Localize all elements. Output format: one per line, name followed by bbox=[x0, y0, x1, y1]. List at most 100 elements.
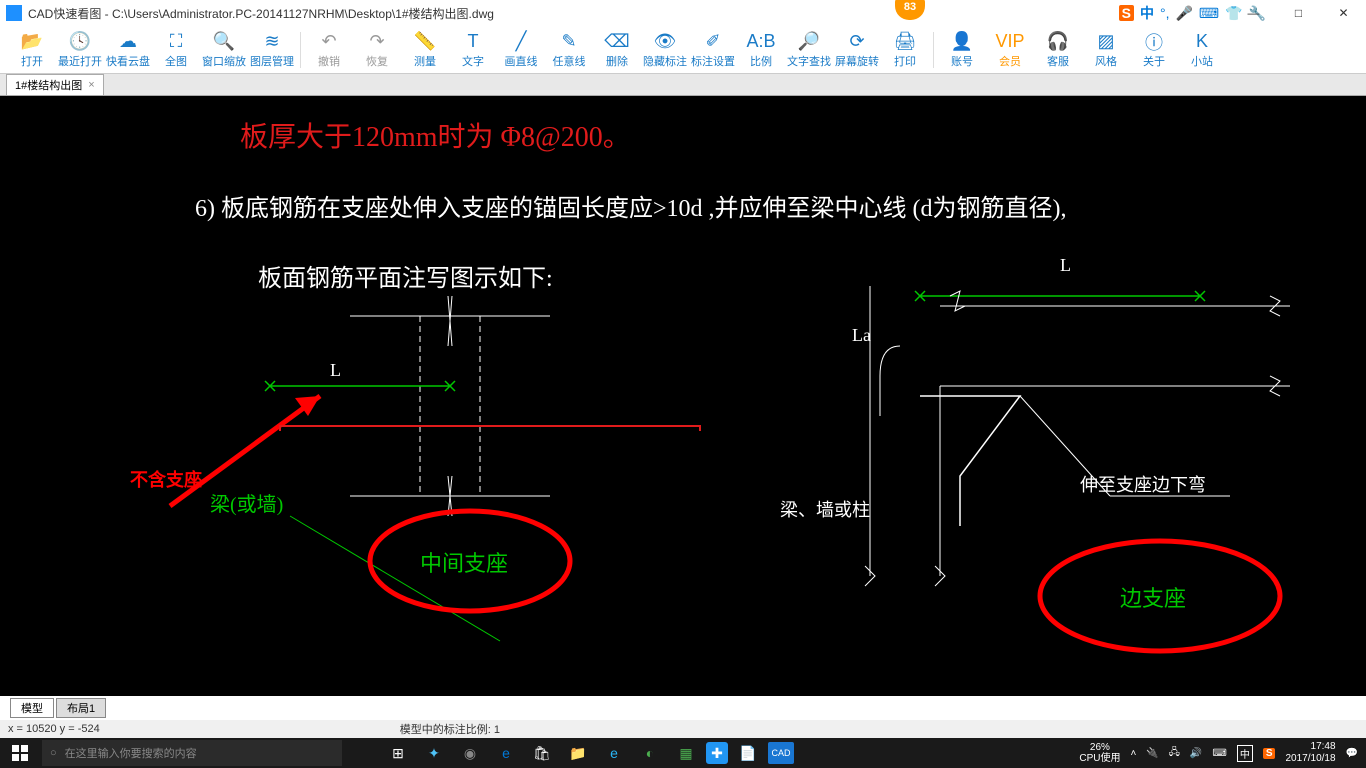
tool-隐藏标注[interactable]: 👁隐藏标注 bbox=[641, 27, 689, 73]
tool-icon: 🔍 bbox=[213, 31, 235, 53]
label-L-left: L bbox=[330, 360, 341, 380]
system-tray: 26% CPU使用 ˄ 🔌 🖧 🔊 ⌨ 中 S 17:48 2017/10/18… bbox=[1079, 741, 1366, 765]
tool-最近打开[interactable]: 🕓最近打开 bbox=[56, 27, 104, 73]
search-icon: ○ bbox=[50, 747, 57, 759]
tool-label: 风格 bbox=[1095, 53, 1117, 69]
mic-icon[interactable]: 🎤 bbox=[1175, 5, 1192, 22]
sogou-tray-icon[interactable]: S bbox=[1263, 748, 1276, 759]
cpu-usage[interactable]: 26% CPU使用 bbox=[1079, 742, 1120, 764]
rule-text-2: 板面钢筋平面注写图示如下: bbox=[258, 265, 553, 292]
tool-关于[interactable]: ⓘ关于 bbox=[1130, 27, 1178, 73]
volume-icon[interactable]: 🔊 bbox=[1190, 748, 1202, 759]
red-note-text: 板厚大于120mm时为 Φ8@200。 bbox=[240, 121, 631, 153]
tool-标注设置[interactable]: ✐标注设置 bbox=[689, 27, 737, 73]
tool-label: 小站 bbox=[1191, 53, 1213, 69]
notification-badge[interactable]: 83 bbox=[895, 0, 925, 20]
layout-tab[interactable]: 布局1 bbox=[56, 698, 106, 718]
tool-label: 隐藏标注 bbox=[643, 53, 687, 69]
tool-风格[interactable]: ▨风格 bbox=[1082, 27, 1130, 73]
tool-label: 关于 bbox=[1143, 53, 1165, 69]
tool-会员[interactable]: VIP会员 bbox=[986, 27, 1034, 73]
tool-打印[interactable]: 🖨打印 bbox=[881, 27, 929, 73]
tool-画直线[interactable]: ╱画直线 bbox=[497, 27, 545, 73]
tool-label: 客服 bbox=[1047, 53, 1069, 69]
minimize-button[interactable]: — bbox=[1231, 0, 1276, 26]
ime-tray-icon[interactable]: 中 bbox=[1237, 745, 1253, 762]
tool-客服[interactable]: 🎧客服 bbox=[1034, 27, 1082, 73]
bend-label: 伸至支座边下弯 bbox=[1080, 475, 1206, 495]
tool-文字查找[interactable]: 🔎文字查找 bbox=[785, 27, 833, 73]
punct-icon[interactable]: °, bbox=[1160, 5, 1170, 21]
close-button[interactable]: ✕ bbox=[1321, 0, 1366, 26]
app-icon-5[interactable]: ✚ bbox=[706, 742, 728, 764]
start-button[interactable] bbox=[0, 738, 40, 768]
tool-比例[interactable]: A:B比例 bbox=[737, 27, 785, 73]
tool-icon: 🖨 bbox=[894, 31, 917, 53]
taskview-icon[interactable]: ⊞ bbox=[382, 739, 414, 767]
sogou-icon[interactable]: S bbox=[1119, 5, 1134, 21]
tool-全图[interactable]: ⛶全图 bbox=[152, 27, 200, 73]
tool-文字[interactable]: T文字 bbox=[449, 27, 497, 73]
tool-icon: ⌫ bbox=[604, 31, 629, 53]
clock[interactable]: 17:48 2017/10/18 bbox=[1285, 741, 1335, 765]
tool-icon: VIP bbox=[995, 31, 1024, 53]
edge-icon[interactable]: e bbox=[490, 739, 522, 767]
tool-label: 最近打开 bbox=[58, 53, 102, 69]
keyboard-icon[interactable]: ⌨ bbox=[1199, 5, 1219, 22]
window-controls: — □ ✕ bbox=[1231, 0, 1366, 26]
maximize-button[interactable]: □ bbox=[1276, 0, 1321, 26]
notifications-icon[interactable]: 💬 bbox=[1346, 748, 1358, 759]
tool-label: 删除 bbox=[606, 53, 628, 69]
tool-测量[interactable]: 📏测量 bbox=[401, 27, 449, 73]
coord-display: x = 10520 y = -524 bbox=[8, 723, 100, 735]
tab-close-icon[interactable]: × bbox=[88, 79, 94, 91]
power-icon[interactable]: 🔌 bbox=[1146, 748, 1158, 759]
tray-chevron-icon[interactable]: ˄ bbox=[1130, 748, 1136, 759]
explorer-icon[interactable]: 📁 bbox=[562, 739, 594, 767]
tool-icon: T bbox=[468, 31, 479, 53]
tool-label: 会员 bbox=[999, 53, 1021, 69]
app-icon-3[interactable]: ◐ bbox=[634, 739, 666, 767]
tool-label: 恢复 bbox=[366, 53, 388, 69]
tool-icon: 🔎 bbox=[798, 31, 820, 53]
tool-icon: ✐ bbox=[705, 31, 720, 53]
tool-icon: 📂 bbox=[21, 31, 43, 53]
tool-label: 画直线 bbox=[505, 53, 538, 69]
tool-删除[interactable]: ⌫删除 bbox=[593, 27, 641, 73]
drawing-canvas[interactable]: 板厚大于120mm时为 Φ8@200。 6) 板底钢筋在支座处伸入支座的锚固长度… bbox=[0, 96, 1366, 696]
network-icon[interactable]: 🖧 bbox=[1169, 745, 1180, 762]
tool-label: 全图 bbox=[165, 53, 187, 69]
tool-撤销[interactable]: ↶撤销 bbox=[305, 27, 353, 73]
model-tab[interactable]: 模型 bbox=[10, 698, 54, 718]
app-icon-4[interactable]: ▦ bbox=[670, 739, 702, 767]
tool-任意线[interactable]: ✎任意线 bbox=[545, 27, 593, 73]
ime-zhong-icon[interactable]: 中 bbox=[1140, 3, 1154, 23]
app-icon-6[interactable]: 📄 bbox=[732, 739, 764, 767]
file-tab[interactable]: 1#楼结构出图 × bbox=[6, 74, 104, 95]
tool-打开[interactable]: 📂打开 bbox=[8, 27, 56, 73]
cad-svg: 板厚大于120mm时为 Φ8@200。 6) 板底钢筋在支座处伸入支座的锚固长度… bbox=[0, 96, 1366, 696]
scale-display: 模型中的标注比例: 1 bbox=[400, 721, 500, 737]
store-icon[interactable]: 🛍 bbox=[526, 739, 558, 767]
tool-icon: A:B bbox=[746, 31, 775, 53]
ie-icon[interactable]: e bbox=[598, 739, 630, 767]
tool-屏幕旋转[interactable]: ⟳屏幕旋转 bbox=[833, 27, 881, 73]
tool-icon: ✎ bbox=[561, 31, 576, 53]
rule-text-1: 6) 板底钢筋在支座处伸入支座的锚固长度应>10d ,并应伸至梁中心线 (d为钢… bbox=[195, 195, 1067, 222]
tool-账号[interactable]: 👤账号 bbox=[938, 27, 986, 73]
app-icon-1[interactable]: ✦ bbox=[418, 739, 450, 767]
cad-task-icon[interactable]: CAD bbox=[768, 742, 794, 764]
task-icons: ⊞ ✦ ◉ e 🛍 📁 e ◐ ▦ ✚ 📄 CAD bbox=[382, 739, 794, 767]
tool-恢复[interactable]: ↷恢复 bbox=[353, 27, 401, 73]
app-icon-2[interactable]: ◉ bbox=[454, 739, 486, 767]
titlebar: CAD快速看图 - C:\Users\Administrator.PC-2014… bbox=[0, 0, 1366, 26]
tool-icon: ╱ bbox=[516, 31, 527, 53]
tool-小站[interactable]: K小站 bbox=[1178, 27, 1226, 73]
taskbar-search[interactable]: ○ 在这里输入你要搜索的内容 bbox=[42, 740, 342, 766]
tool-icon: 📏 bbox=[414, 31, 436, 53]
keyboard-tray-icon[interactable]: ⌨ bbox=[1212, 748, 1226, 759]
tool-快看云盘[interactable]: ☁快看云盘 bbox=[104, 27, 152, 73]
tool-图层管理[interactable]: ≋图层管理 bbox=[248, 27, 296, 73]
tool-窗口缩放[interactable]: 🔍窗口缩放 bbox=[200, 27, 248, 73]
tool-icon: K bbox=[1196, 31, 1208, 53]
